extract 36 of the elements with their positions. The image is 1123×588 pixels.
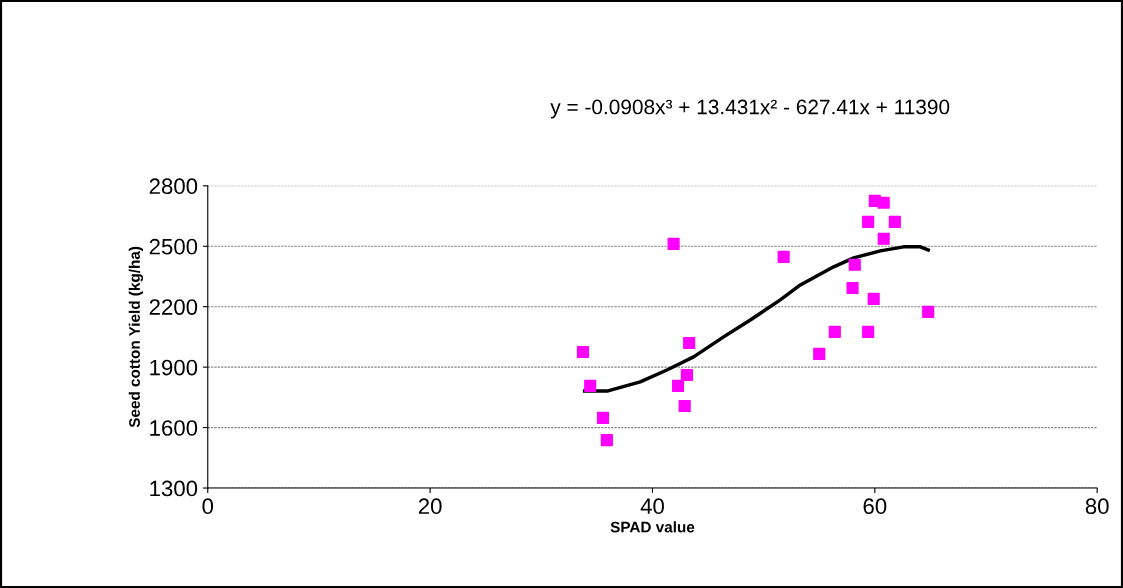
y-axis-title: Seed cotton Yield (kg/ha) bbox=[128, 246, 144, 428]
x-axis-title: SPAD value bbox=[610, 521, 695, 533]
y-tick-label: 1600 bbox=[150, 420, 198, 436]
point bbox=[846, 281, 859, 295]
point bbox=[862, 215, 875, 228]
x-tick-label: 20 bbox=[418, 498, 442, 515]
point bbox=[828, 325, 841, 338]
point bbox=[877, 196, 890, 209]
x-tick-label: 80 bbox=[1085, 498, 1109, 515]
point bbox=[777, 250, 790, 264]
point bbox=[576, 345, 590, 359]
x-tick-label: 60 bbox=[863, 498, 887, 515]
x-tick-label: 0 bbox=[202, 498, 214, 515]
point bbox=[671, 379, 685, 392]
x-tick-label: 40 bbox=[640, 498, 664, 515]
point bbox=[922, 305, 935, 319]
point bbox=[596, 411, 610, 424]
y-tick-label: 1900 bbox=[150, 359, 198, 376]
y-tick-label: 2800 bbox=[149, 178, 198, 195]
text: y = -0.0908x³ + 13.431x² - 627.41x + 11390 bbox=[550, 99, 950, 119]
point bbox=[862, 325, 875, 338]
point bbox=[584, 379, 597, 392]
point bbox=[600, 434, 613, 447]
line-series bbox=[582, 245, 930, 393]
point bbox=[680, 368, 694, 382]
y-tick-label: 2200 bbox=[149, 299, 198, 315]
point bbox=[877, 232, 890, 245]
point bbox=[867, 292, 880, 305]
point bbox=[683, 336, 696, 350]
point bbox=[667, 237, 680, 250]
y-tick-label: 2500 bbox=[149, 238, 198, 255]
point bbox=[813, 347, 826, 360]
point bbox=[678, 399, 691, 413]
y-tick-label: 1300 bbox=[150, 480, 198, 497]
point bbox=[848, 258, 861, 271]
point bbox=[888, 215, 901, 228]
